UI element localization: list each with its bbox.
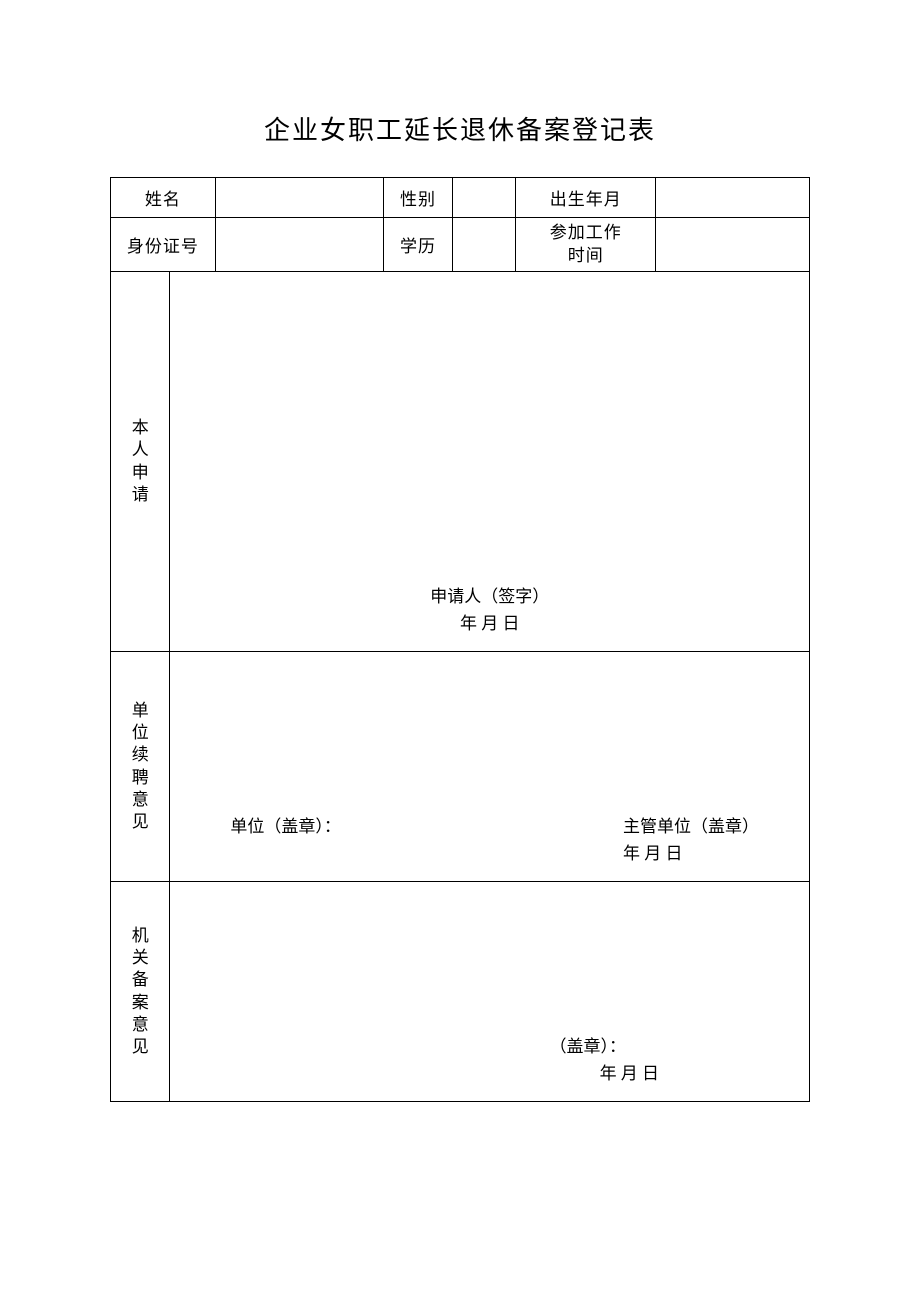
label-char: 续 xyxy=(111,744,169,766)
label-char: 单 xyxy=(111,700,169,722)
unit-opinion-date: 年 月 日 xyxy=(623,840,759,867)
id-label: 身份证号 xyxy=(111,218,216,272)
id-value[interactable] xyxy=(215,218,383,272)
gender-value[interactable] xyxy=(453,178,516,218)
work-date-value[interactable] xyxy=(656,218,810,272)
label-char: 位 xyxy=(111,722,169,744)
unit-stamp-label: 单位（盖章）： xyxy=(230,813,341,867)
agency-opinion-content[interactable]: （盖章）： 年 月 日 xyxy=(170,882,810,1102)
unit-opinion-label: 单 位 续 聘 意 见 xyxy=(111,652,170,882)
unit-opinion-content[interactable]: 单位（盖章）： 主管单位（盖章） 年 月 日 xyxy=(170,652,810,882)
label-char: 申 xyxy=(111,462,169,484)
label-char: 意 xyxy=(111,789,169,811)
education-value[interactable] xyxy=(453,218,516,272)
agency-opinion-label: 机 关 备 案 意 见 xyxy=(111,882,170,1102)
label-char: 见 xyxy=(111,811,169,833)
work-date-label: 参加工作 时间 xyxy=(516,218,656,272)
agency-stamp-label: （盖章）： xyxy=(550,1033,789,1060)
label-char: 本 xyxy=(111,417,169,439)
label-char: 关 xyxy=(111,947,169,969)
birth-value[interactable] xyxy=(656,178,810,218)
name-label: 姓名 xyxy=(111,178,216,218)
personal-apply-label: 本 人 申 请 xyxy=(111,272,170,652)
registration-form-table: 姓名 性别 出生年月 身份证号 学历 参加工作 时间 本 人 申 请 申请人（签… xyxy=(110,177,810,1102)
applicant-date: 年 月 日 xyxy=(190,610,789,637)
label-char: 聘 xyxy=(111,767,169,789)
name-value[interactable] xyxy=(215,178,383,218)
agency-opinion-date: 年 月 日 xyxy=(550,1060,789,1087)
birth-label: 出生年月 xyxy=(516,178,656,218)
label-char: 见 xyxy=(111,1036,169,1058)
label-char: 人 xyxy=(111,439,169,461)
supervisor-stamp-label: 主管单位（盖章） xyxy=(623,813,759,840)
form-title: 企业女职工延长退休备案登记表 xyxy=(110,110,810,147)
work-date-label-line2: 时间 xyxy=(568,246,604,265)
label-char: 备 xyxy=(111,969,169,991)
work-date-label-line1: 参加工作 xyxy=(550,223,622,242)
label-char: 意 xyxy=(111,1014,169,1036)
label-char: 案 xyxy=(111,992,169,1014)
gender-label: 性别 xyxy=(383,178,453,218)
education-label: 学历 xyxy=(383,218,453,272)
label-char: 请 xyxy=(111,484,169,506)
personal-apply-content[interactable]: 申请人（签字） 年 月 日 xyxy=(170,272,810,652)
applicant-signature-label: 申请人（签字） xyxy=(190,583,789,610)
label-char: 机 xyxy=(111,925,169,947)
